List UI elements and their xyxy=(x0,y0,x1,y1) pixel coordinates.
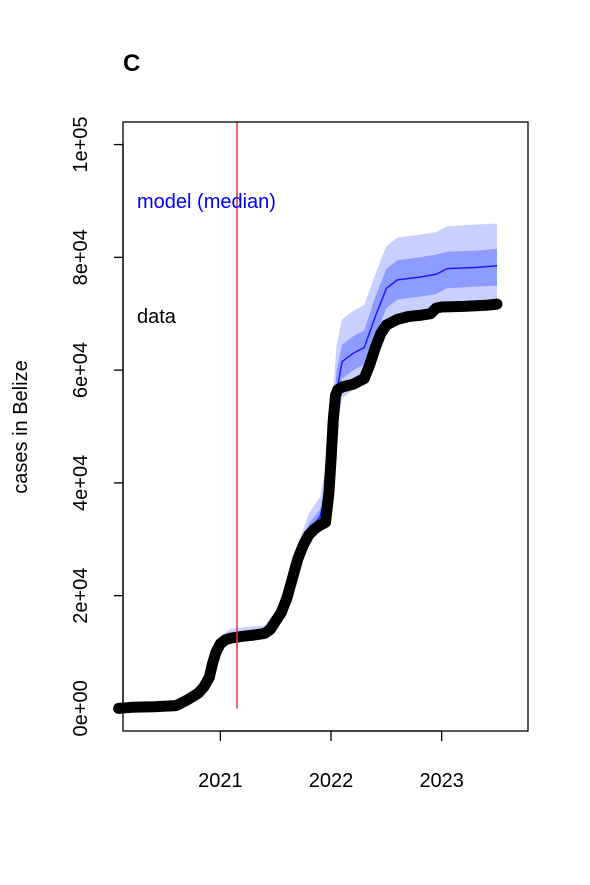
y-tick-label: 8e+04 xyxy=(70,229,92,285)
panel-letter: C xyxy=(123,50,140,77)
y-axis: 0e+00 2e+04 4e+04 6e+04 8e+04 1e+05 xyxy=(70,117,123,737)
data-series-line xyxy=(119,304,497,708)
y-tick-label: 6e+04 xyxy=(70,342,92,398)
model-inner-band xyxy=(132,249,497,709)
x-tick-label: 2023 xyxy=(419,770,464,792)
model-outer-band xyxy=(132,224,497,709)
y-tick-label: 2e+04 xyxy=(70,568,92,624)
legend-model-label: model (median) xyxy=(137,191,276,213)
legend-data-label: data xyxy=(137,306,177,328)
y-tick-label: 4e+04 xyxy=(70,455,92,511)
model-median-line xyxy=(132,266,497,709)
y-tick-label: 1e+05 xyxy=(70,117,92,173)
x-tick-label: 2021 xyxy=(198,770,243,792)
y-axis-title: cases in Belize xyxy=(10,360,32,493)
y-tick-label: 0e+00 xyxy=(70,680,92,736)
plot-frame xyxy=(123,122,528,731)
x-tick-label: 2022 xyxy=(309,770,354,792)
x-axis: 2021 2022 2023 xyxy=(198,731,464,792)
